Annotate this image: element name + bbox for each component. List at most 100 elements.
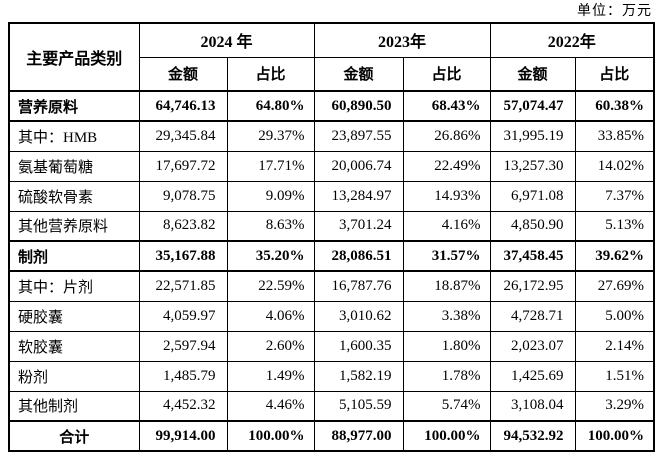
amount-cell: 29,345.84: [138, 120, 228, 152]
amount-cell: 64,746.13: [138, 90, 228, 122]
amount-header-2024: 金额: [138, 56, 228, 92]
ratio-cell: 31.57%: [402, 240, 491, 272]
ratio-cell: 17.71%: [226, 150, 315, 182]
year-header-2024: 2024 年: [138, 22, 315, 58]
amount-cell: 9,078.75: [138, 180, 228, 212]
ratio-header-2023: 占比: [402, 56, 491, 92]
row-label: 其他营养原料: [8, 210, 140, 242]
ratio-cell: 1.51%: [574, 360, 655, 392]
amount-header-2022: 金额: [489, 56, 576, 92]
ratio-cell: 3.38%: [402, 300, 491, 332]
subheader-row: 金额 占比 金额 占比 金额 占比: [9, 56, 655, 92]
ratio-cell: 22.59%: [226, 270, 315, 302]
amount-cell: 1,485.79: [138, 360, 228, 392]
amount-cell: 2,597.94: [138, 330, 228, 362]
amount-cell: 6,971.08: [489, 180, 576, 212]
ratio-header-2024: 占比: [226, 56, 315, 92]
ratio-cell: 26.86%: [402, 120, 491, 152]
product-revenue-table: 主要产品类别 2024 年 2023年 2022年 金额 占比 金额 占比 金额…: [8, 22, 656, 452]
ratio-cell: 39.62%: [574, 240, 655, 272]
amount-cell: 13,257.30: [489, 150, 576, 182]
amount-cell: 22,571.85: [138, 270, 228, 302]
ratio-cell: 8.63%: [226, 210, 315, 242]
ratio-cell: 4.46%: [226, 390, 315, 422]
amount-cell: 1,582.19: [313, 360, 404, 392]
row-label: 软胶囊: [8, 330, 140, 362]
ratio-cell: 100.00%: [574, 420, 655, 452]
table-row: 其他营养原料 8,623.82 8.63% 3,701.24 4.16% 4,850.90…: [8, 210, 655, 242]
ratio-cell: 4.06%: [226, 300, 315, 332]
row-label: 营养原料: [8, 90, 140, 122]
table-row: 氨基葡萄糖 17,697.72 17.71% 20,006.74 22.49% 13,25…: [8, 150, 655, 182]
ratio-cell: 100.00%: [402, 420, 491, 452]
amount-cell: 4,728.71: [489, 300, 576, 332]
amount-cell: 5,105.59: [313, 390, 404, 422]
amount-cell: 60,890.50: [313, 90, 404, 122]
ratio-cell: 100.00%: [226, 420, 315, 452]
table-row: 软胶囊 2,597.94 2.60% 1,600.35 1.80% 2,023.07 2.1…: [8, 330, 655, 362]
amount-cell: 3,701.24: [313, 210, 404, 242]
row-label: 氨基葡萄糖: [8, 150, 140, 182]
ratio-cell: 1.78%: [402, 360, 491, 392]
table-row: 合计 99,914.00 100.00% 88,977.00 100.00% 94,532…: [8, 420, 655, 452]
amount-cell: 99,914.00: [138, 420, 228, 452]
table-header: 主要产品类别 2024 年 2023年 2022年 金额 占比 金额 占比 金额…: [8, 22, 655, 92]
row-label: 其中：HMB: [8, 120, 140, 152]
table-row: 其中：HMB 29,345.84 29.37% 23,897.55 26.86% 31,9…: [8, 120, 655, 152]
year-header-2022: 2022年: [489, 22, 655, 58]
amount-cell: 4,850.90: [489, 210, 576, 242]
amount-cell: 4,452.32: [138, 390, 228, 422]
row-label: 其他制剂: [8, 390, 140, 422]
ratio-cell: 64.80%: [226, 90, 315, 122]
amount-cell: 26,172.95: [489, 270, 576, 302]
ratio-cell: 1.49%: [226, 360, 315, 392]
amount-cell: 1,600.35: [313, 330, 404, 362]
amount-cell: 3,108.04: [489, 390, 576, 422]
table-row: 营养原料 64,746.13 64.80% 60,890.50 68.43% 57,074…: [8, 90, 655, 122]
ratio-cell: 5.74%: [402, 390, 491, 422]
ratio-cell: 27.69%: [574, 270, 655, 302]
amount-cell: 1,425.69: [489, 360, 576, 392]
ratio-cell: 9.09%: [226, 180, 315, 212]
amount-cell: 16,787.76: [313, 270, 404, 302]
ratio-cell: 2.14%: [574, 330, 655, 362]
row-label: 粉剂: [8, 360, 140, 392]
row-label: 制剂: [8, 240, 140, 272]
table-row: 硬胶囊 4,059.97 4.06% 3,010.62 3.38% 4,728.71 5.0…: [8, 300, 655, 332]
amount-cell: 37,458.45: [489, 240, 576, 272]
amount-cell: 8,623.82: [138, 210, 228, 242]
ratio-cell: 33.85%: [574, 120, 655, 152]
amount-cell: 13,284.97: [313, 180, 404, 212]
table-row: 制剂 35,167.88 35.20% 28,086.51 31.57% 37,458.4…: [8, 240, 655, 272]
amount-cell: 31,995.19: [489, 120, 576, 152]
table-row: 粉剂 1,485.79 1.49% 1,582.19 1.78% 1,425.69 1.51…: [8, 360, 655, 392]
amount-header-2023: 金额: [313, 56, 404, 92]
amount-cell: 28,086.51: [313, 240, 404, 272]
amount-cell: 17,697.72: [138, 150, 228, 182]
ratio-cell: 4.16%: [402, 210, 491, 242]
amount-cell: 4,059.97: [138, 300, 228, 332]
table-body: 营养原料 64,746.13 64.80% 60,890.50 68.43% 57,074…: [8, 90, 655, 452]
ratio-cell: 14.93%: [402, 180, 491, 212]
year-header-row: 主要产品类别 2024 年 2023年 2022年: [8, 22, 655, 92]
ratio-cell: 5.00%: [574, 300, 655, 332]
row-label: 其中：片剂: [8, 270, 140, 302]
ratio-header-2022: 占比: [574, 56, 655, 92]
ratio-cell: 3.29%: [574, 390, 655, 422]
amount-cell: 94,532.92: [489, 420, 576, 452]
ratio-cell: 22.49%: [402, 150, 491, 182]
amount-cell: 23,897.55: [313, 120, 404, 152]
ratio-cell: 68.43%: [402, 90, 491, 122]
ratio-cell: 1.80%: [402, 330, 491, 362]
ratio-cell: 35.20%: [226, 240, 315, 272]
amount-cell: 35,167.88: [138, 240, 228, 272]
amount-cell: 88,977.00: [313, 420, 404, 452]
category-column-header: 主要产品类别: [8, 22, 140, 92]
ratio-cell: 5.13%: [574, 210, 655, 242]
row-label: 合计: [8, 420, 140, 452]
row-label: 硫酸软骨素: [8, 180, 140, 212]
table-row: 其他制剂 4,452.32 4.46% 5,105.59 5.74% 3,108.04 3.…: [8, 390, 655, 422]
ratio-cell: 60.38%: [574, 90, 655, 122]
ratio-cell: 2.60%: [226, 330, 315, 362]
